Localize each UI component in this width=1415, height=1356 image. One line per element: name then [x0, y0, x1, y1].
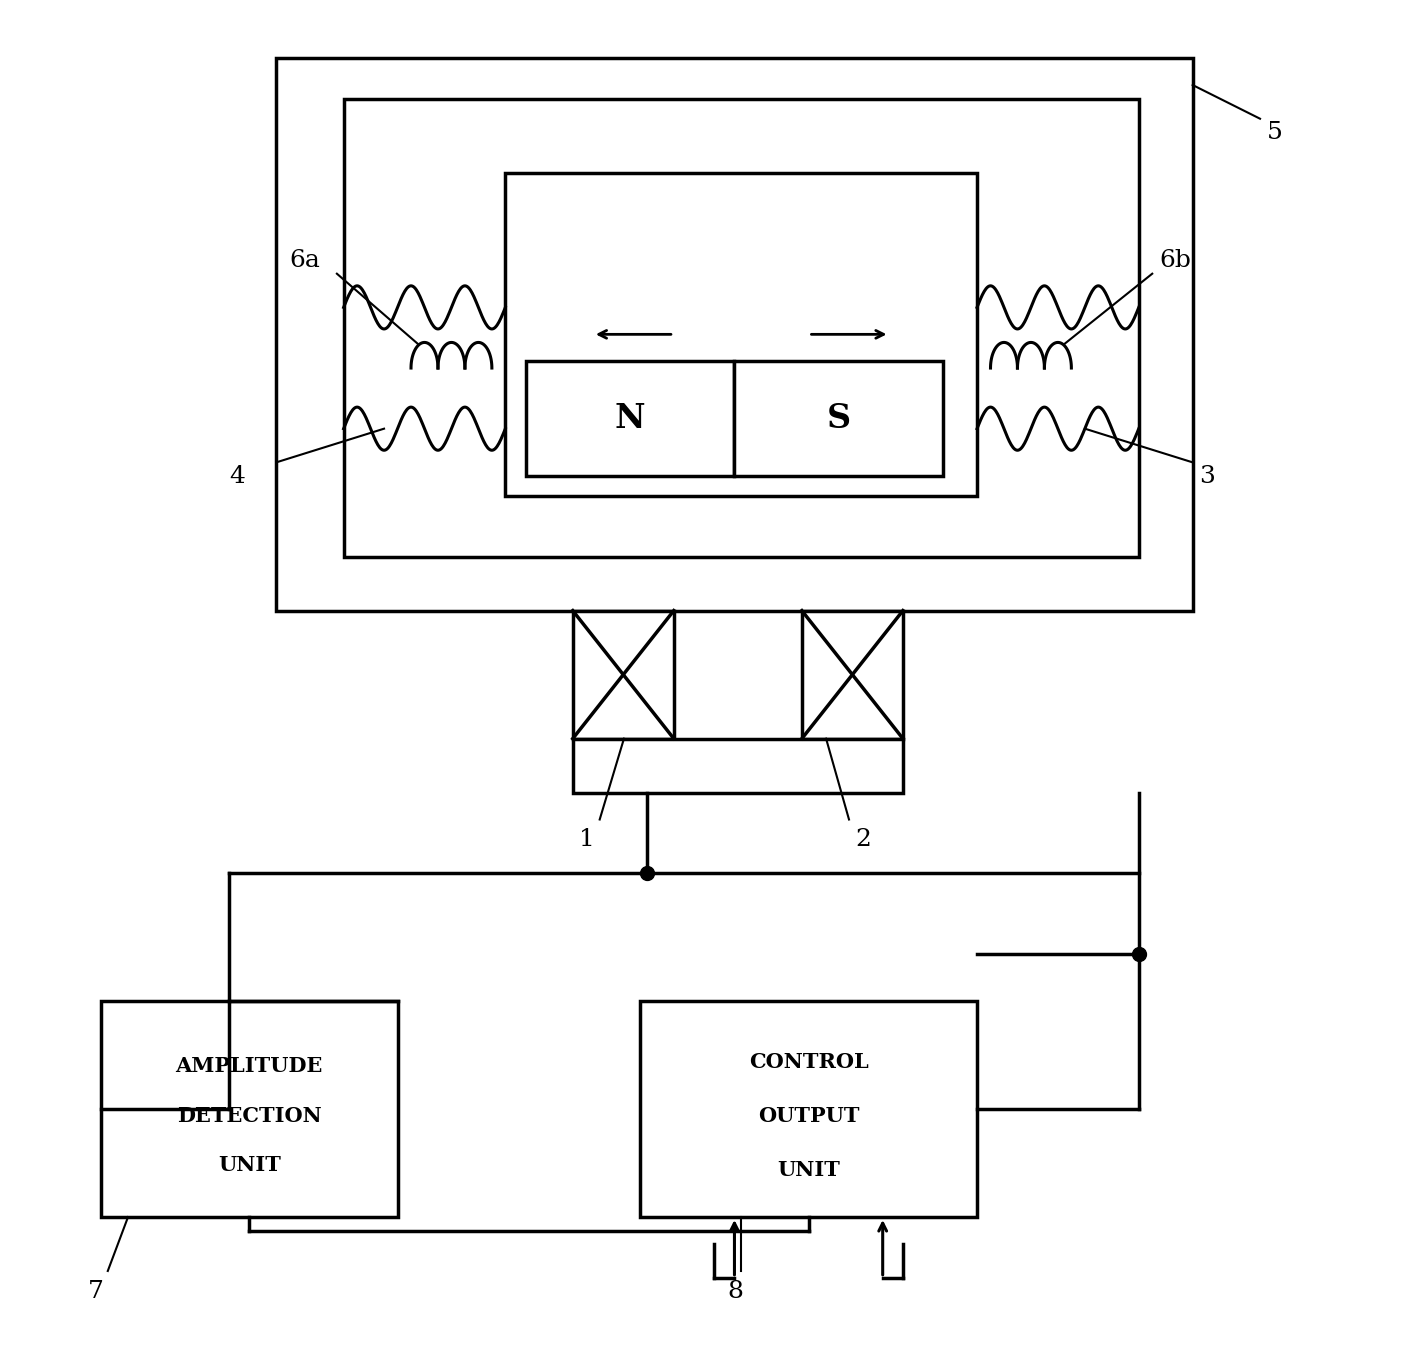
- Text: UNIT: UNIT: [777, 1159, 841, 1180]
- Bar: [802, 610, 903, 739]
- Bar: [100, 1002, 398, 1218]
- Text: AMPLITUDE: AMPLITUDE: [175, 1056, 323, 1077]
- Text: 8: 8: [727, 1280, 744, 1303]
- Bar: [573, 739, 903, 792]
- Bar: [525, 361, 734, 476]
- Text: 5: 5: [1266, 121, 1282, 144]
- Text: 6b: 6b: [1159, 250, 1191, 273]
- Text: 3: 3: [1200, 465, 1215, 488]
- Text: UNIT: UNIT: [218, 1155, 280, 1176]
- Text: 6a: 6a: [290, 250, 321, 273]
- Text: 4: 4: [229, 465, 245, 488]
- Text: S: S: [826, 403, 850, 435]
- Text: 1: 1: [580, 829, 596, 852]
- Text: N: N: [614, 403, 645, 435]
- Text: 7: 7: [88, 1280, 103, 1303]
- Text: DETECTION: DETECTION: [177, 1105, 321, 1125]
- Text: CONTROL: CONTROL: [749, 1052, 869, 1071]
- Bar: [344, 99, 1139, 557]
- Bar: [573, 610, 674, 739]
- Text: 2: 2: [856, 829, 872, 852]
- Text: OUTPUT: OUTPUT: [758, 1105, 859, 1125]
- Bar: [640, 1002, 976, 1218]
- Bar: [505, 172, 976, 496]
- Bar: [734, 361, 944, 476]
- Bar: [276, 58, 1193, 610]
